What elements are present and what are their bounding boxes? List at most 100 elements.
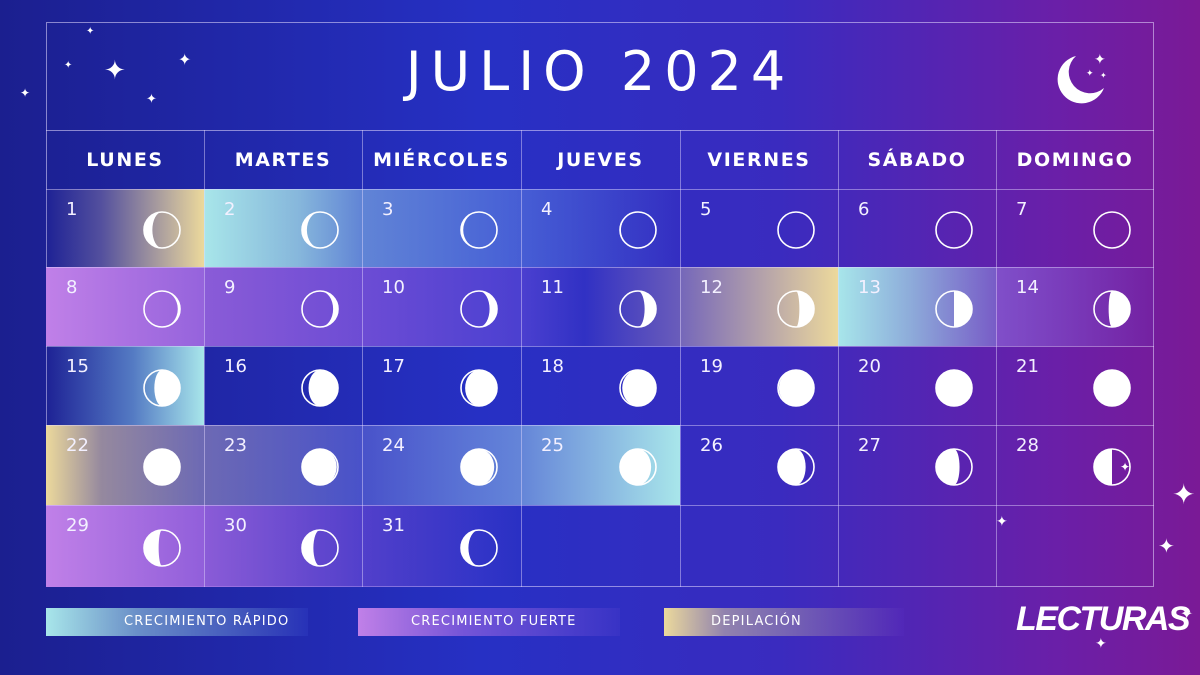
day-cell[interactable]: 27: [838, 425, 996, 505]
moon-phase-icon: [142, 289, 182, 329]
sparkle-icon: ✦: [178, 50, 192, 69]
day-number: 22: [66, 435, 89, 456]
day-cell[interactable]: 6: [838, 189, 996, 267]
moon-phase-icon: [142, 210, 182, 250]
header-divider: [46, 130, 1154, 131]
svg-text:✦: ✦: [1086, 69, 1094, 79]
svg-text:✦: ✦: [1100, 71, 1107, 80]
day-cell[interactable]: 13: [838, 267, 996, 346]
sparkle-icon: ✦: [86, 26, 95, 37]
day-cell[interactable]: 5: [680, 189, 838, 267]
moon-phase-icon: [934, 368, 974, 408]
legend-label-rapido: CRECIMIENTO RÁPIDO: [124, 614, 290, 629]
day-number: 20: [858, 356, 881, 377]
moon-phase-icon: [776, 447, 816, 487]
weekday-header: SÁBADO: [867, 149, 967, 171]
day-number: 2: [224, 199, 236, 220]
grid-vline: [680, 130, 681, 587]
sparkle-icon: ✦: [1180, 604, 1194, 623]
day-cell[interactable]: 19: [680, 346, 838, 425]
day-number: 26: [700, 435, 723, 456]
day-number: 4: [541, 199, 553, 220]
sparkle-icon: ✦: [64, 60, 73, 71]
day-cell[interactable]: 22: [46, 425, 204, 505]
moon-phase-icon: [300, 368, 340, 408]
day-number: 12: [700, 277, 723, 298]
grid-vline: [996, 130, 997, 587]
day-number: 5: [700, 199, 712, 220]
weekday-header: VIERNES: [707, 149, 811, 171]
moon-phase-icon: [300, 528, 340, 568]
day-cell[interactable]: 3: [362, 189, 521, 267]
day-number: 30: [224, 515, 247, 536]
moon-phase-icon: [618, 447, 658, 487]
day-cell[interactable]: 16: [204, 346, 362, 425]
day-cell[interactable]: 15: [46, 346, 204, 425]
day-cell[interactable]: 28: [996, 425, 1154, 505]
day-number: 14: [1016, 277, 1039, 298]
day-cell[interactable]: 23: [204, 425, 362, 505]
day-cell[interactable]: 30: [204, 505, 362, 587]
day-number: 19: [700, 356, 723, 377]
moon-phase-icon: [1092, 368, 1132, 408]
calendar-title: JULIO 2024: [405, 40, 795, 103]
grid-vline: [362, 130, 363, 587]
grid-hline: [46, 267, 1154, 268]
moon-phase-icon: [618, 289, 658, 329]
moon-phase-icon: [459, 447, 499, 487]
day-cell[interactable]: 4: [521, 189, 680, 267]
day-number: 28: [1016, 435, 1039, 456]
day-cell[interactable]: 20: [838, 346, 996, 425]
moon-phase-icon: [459, 528, 499, 568]
grid-vline: [204, 130, 205, 587]
grid-hline: [46, 425, 1154, 426]
day-cell[interactable]: 1: [46, 189, 204, 267]
brand-logo: LECTURAS: [1016, 600, 1191, 638]
moon-phase-icon: [300, 210, 340, 250]
day-cell[interactable]: 25: [521, 425, 680, 505]
sparkle-icon: ✦: [104, 56, 126, 86]
day-cell[interactable]: 10: [362, 267, 521, 346]
legend-swatch-depilacion: [664, 608, 904, 636]
sparkle-icon: ✦: [1120, 460, 1131, 474]
moon-phase-icon: [934, 289, 974, 329]
day-cell[interactable]: 17: [362, 346, 521, 425]
day-cell[interactable]: 26: [680, 425, 838, 505]
day-cell[interactable]: 14: [996, 267, 1154, 346]
moon-phase-icon: [459, 289, 499, 329]
day-number: 16: [224, 356, 247, 377]
day-number: 11: [541, 277, 564, 298]
grid-hline: [46, 189, 1154, 190]
day-cell[interactable]: 2: [204, 189, 362, 267]
day-cell[interactable]: 21: [996, 346, 1154, 425]
moon-phase-icon: [300, 289, 340, 329]
day-cell[interactable]: 9: [204, 267, 362, 346]
crescent-moon-icon: ✦ ✦ ✦: [1057, 52, 1107, 104]
sparkle-icon: ✦: [1158, 534, 1175, 558]
day-number: 1: [66, 199, 78, 220]
day-cell[interactable]: 11: [521, 267, 680, 346]
day-cell[interactable]: 18: [521, 346, 680, 425]
day-number: 6: [858, 199, 870, 220]
day-number: 7: [1016, 199, 1028, 220]
moon-phase-icon: [934, 447, 974, 487]
day-cell[interactable]: 7: [996, 189, 1154, 267]
day-number: 10: [382, 277, 405, 298]
weekday-header: MIÉRCOLES: [373, 149, 510, 171]
moon-phase-icon: [142, 447, 182, 487]
day-number: 3: [382, 199, 394, 220]
legend-label-fuerte: CRECIMIENTO FUERTE: [411, 614, 577, 629]
day-cell[interactable]: 24: [362, 425, 521, 505]
legend-swatch-fuerte: [358, 608, 620, 636]
moon-phase-icon: [1092, 447, 1132, 487]
day-cell[interactable]: 8: [46, 267, 204, 346]
day-number: 25: [541, 435, 564, 456]
sparkle-icon: ✦: [146, 92, 157, 107]
moon-phase-icon: [142, 528, 182, 568]
moon-phase-icon: [618, 210, 658, 250]
weekday-header: JUEVES: [557, 149, 644, 171]
day-cell[interactable]: 29: [46, 505, 204, 587]
day-cell[interactable]: 31: [362, 505, 521, 587]
day-cell[interactable]: 12: [680, 267, 838, 346]
weekday-header: LUNES: [86, 149, 164, 171]
